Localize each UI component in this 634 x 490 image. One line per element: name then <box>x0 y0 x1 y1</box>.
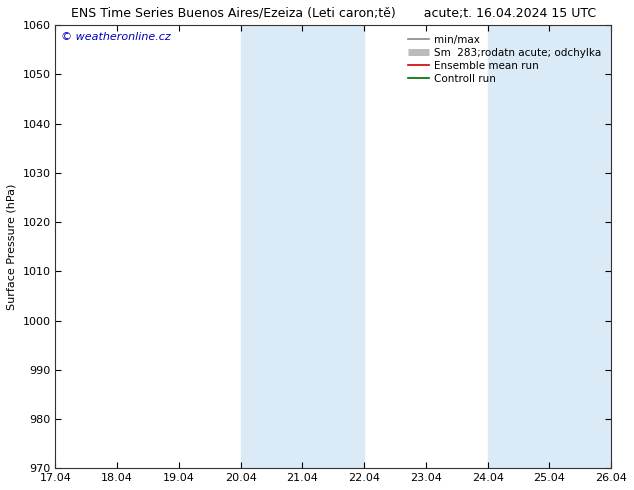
Title: ENS Time Series Buenos Aires/Ezeiza (Leti caron;tě)       acute;t. 16.04.2024 15: ENS Time Series Buenos Aires/Ezeiza (Let… <box>71 7 596 20</box>
Bar <box>241 25 364 468</box>
Text: © weatheronline.cz: © weatheronline.cz <box>61 32 171 42</box>
Y-axis label: Surface Pressure (hPa): Surface Pressure (hPa) <box>7 184 17 310</box>
Legend: min/max, Sm  283;rodatn acute; odchylka, Ensemble mean run, Controll run: min/max, Sm 283;rodatn acute; odchylka, … <box>404 30 606 88</box>
Bar <box>488 25 611 468</box>
